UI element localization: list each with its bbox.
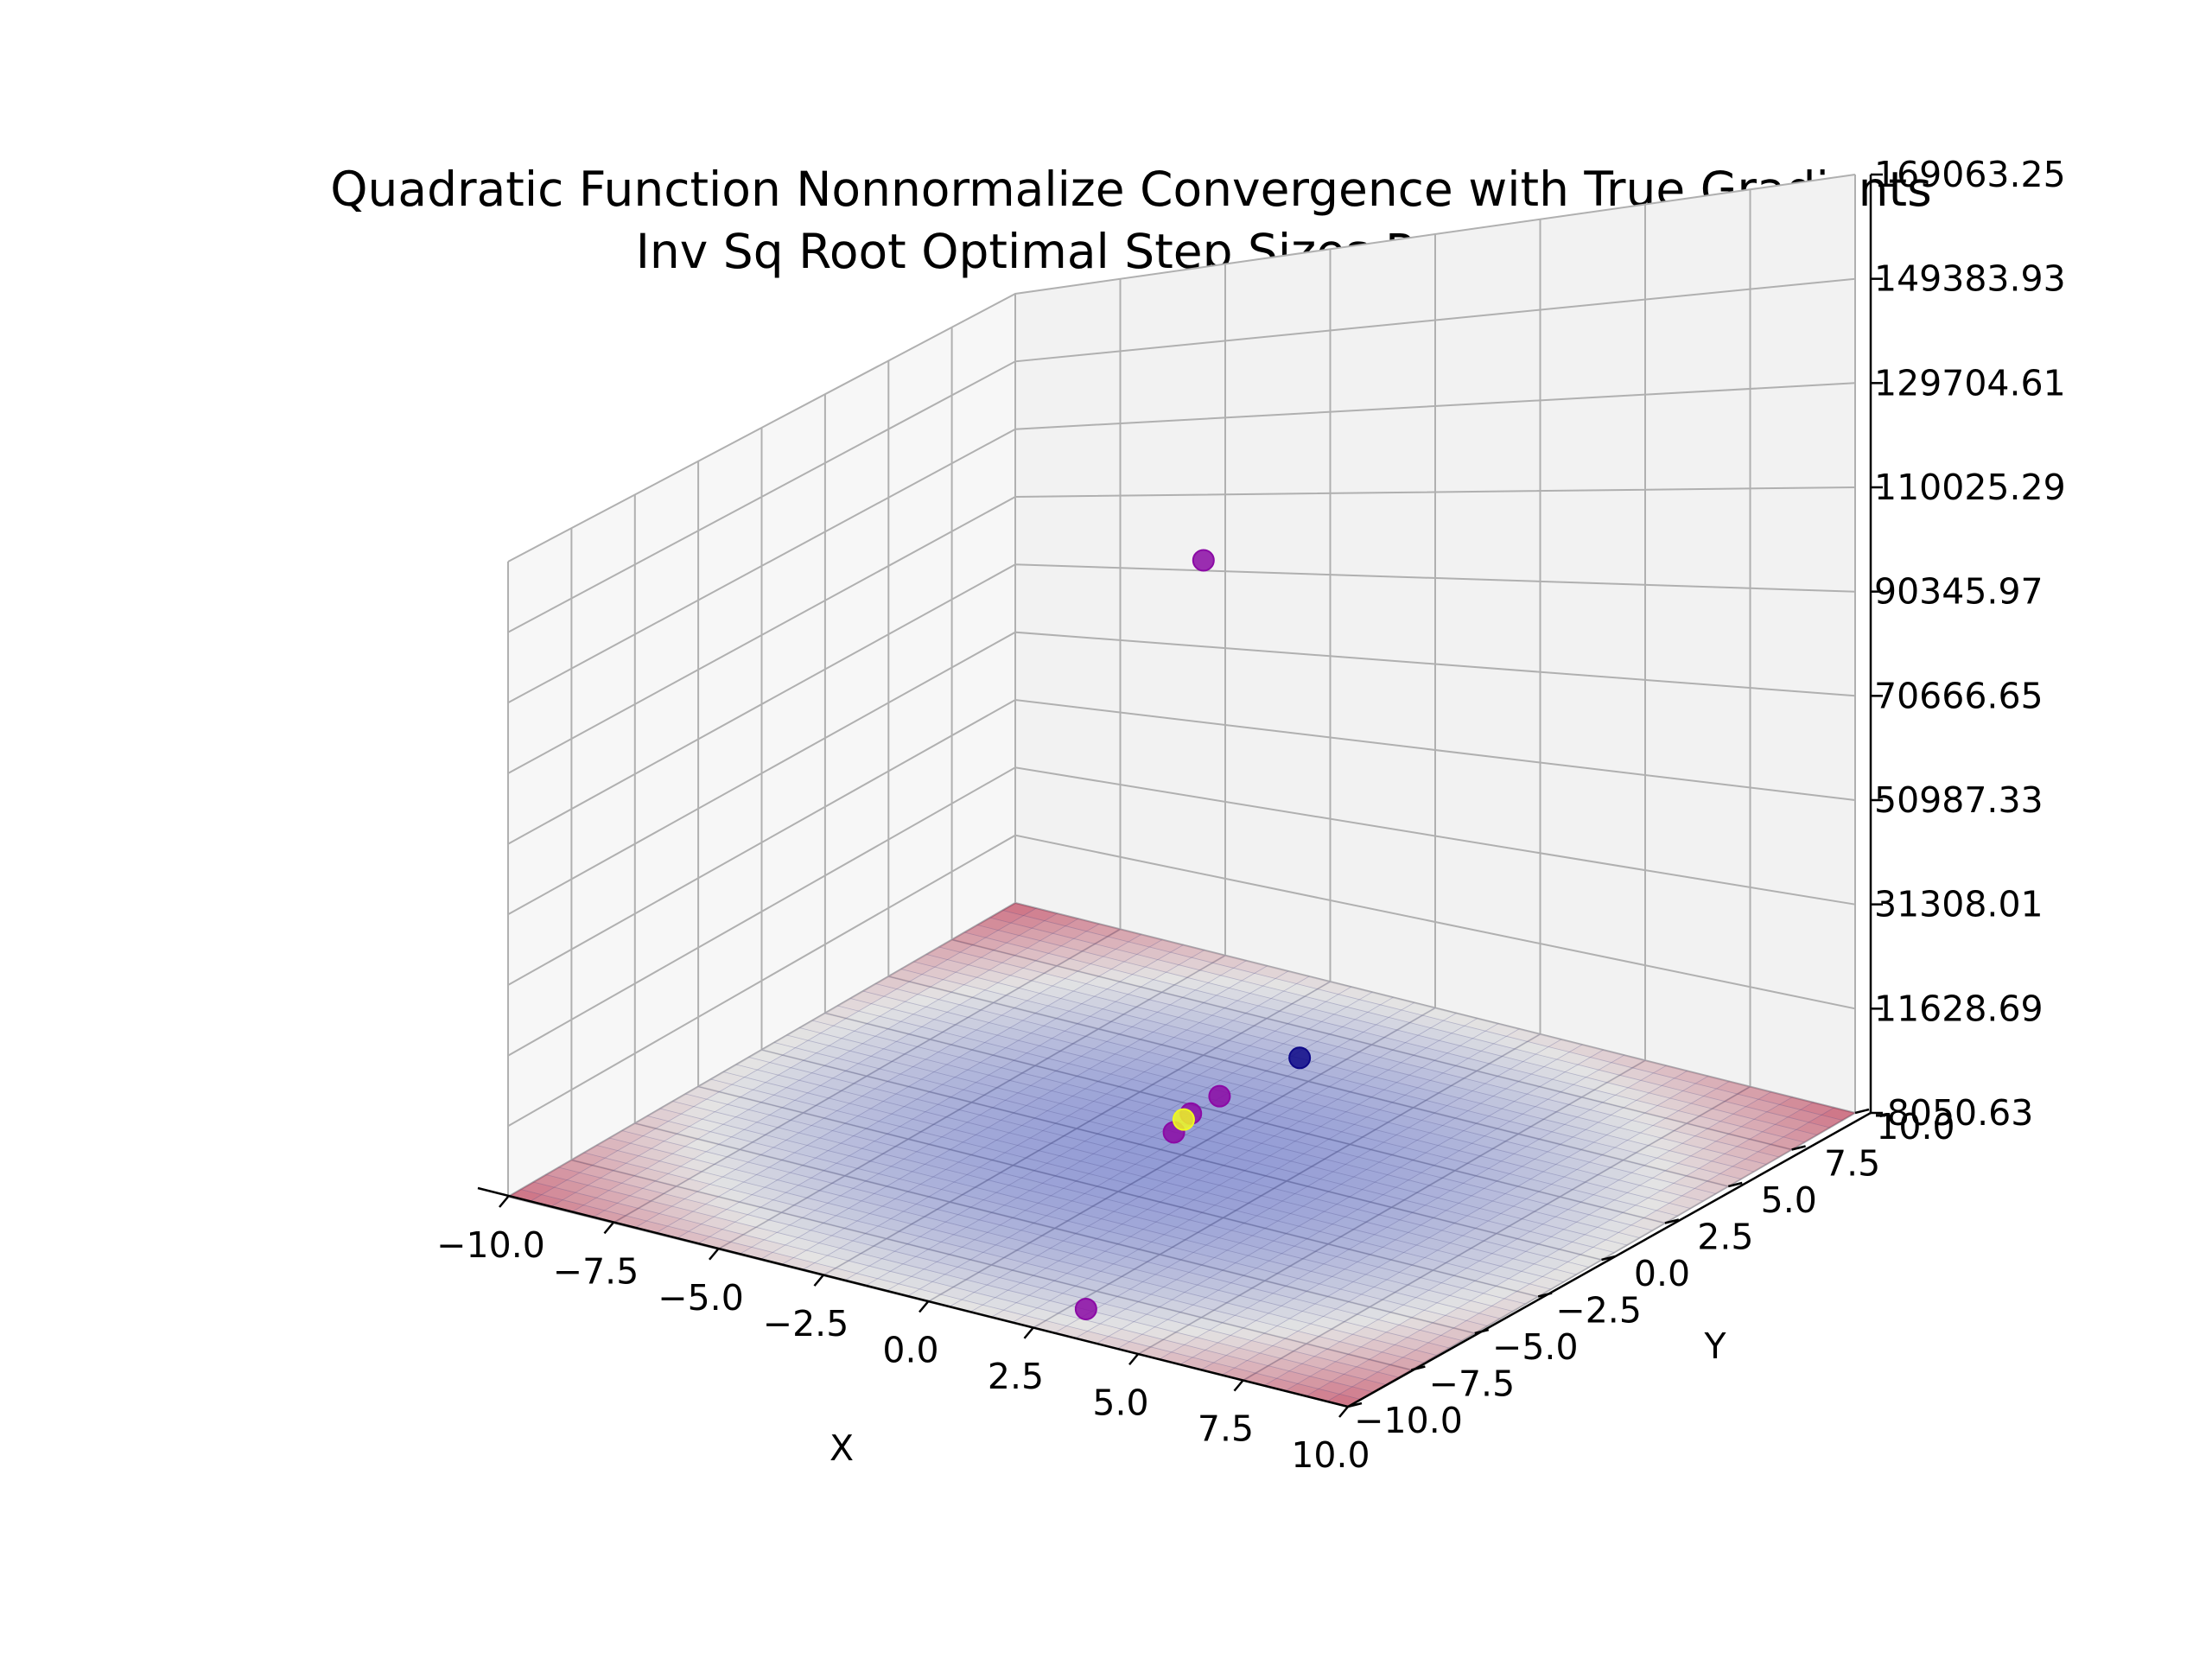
tick-labels: −10.0−7.5−5.0−2.50.02.55.07.510.0−10.0−7…	[436, 154, 2066, 1476]
x-tick-label: −5.0	[658, 1277, 744, 1319]
y-tick-label: −10.0	[1354, 1400, 1463, 1441]
z-tick-label: 169063.25	[1874, 154, 2066, 195]
x-tick-label: −2.5	[763, 1303, 849, 1344]
x-tick-label: 10.0	[1291, 1434, 1370, 1476]
y-tick-mark	[1347, 1402, 1363, 1408]
y-tick-label: 7.5	[1824, 1143, 1880, 1185]
z-tick-label: 11628.69	[1874, 988, 2044, 1029]
x-axis-line	[477, 1186, 1349, 1408]
axis-lines	[477, 175, 1872, 1408]
y-tick-label: −7.5	[1429, 1363, 1516, 1405]
z-tick-label: 90345.97	[1874, 571, 2044, 613]
y-tick-mark	[1727, 1181, 1743, 1188]
x-tick-mark	[1023, 1327, 1034, 1339]
y-tick-mark	[1791, 1145, 1806, 1151]
z-tick-label: 149383.93	[1874, 258, 2066, 300]
x-tick-mark	[918, 1300, 929, 1313]
y-tick-label: 10.0	[1876, 1106, 1955, 1147]
data-point	[1288, 1046, 1312, 1070]
x-tick-label: 2.5	[988, 1356, 1044, 1397]
data-point	[1208, 1084, 1231, 1108]
y-tick-mark	[1411, 1365, 1426, 1371]
x-axis-label: X	[830, 1427, 854, 1469]
y-axis-line	[1347, 1111, 1872, 1408]
y-axis-label: Y	[1703, 1325, 1726, 1367]
y-tick-mark	[1601, 1255, 1616, 1262]
x-tick-mark	[1128, 1353, 1139, 1366]
y-tick-label: −2.5	[1555, 1290, 1642, 1332]
z-tick-label: 129704.61	[1874, 362, 2066, 404]
z-tick-label: 110025.29	[1874, 467, 2066, 508]
data-point	[1192, 549, 1215, 572]
z-tick-label: -8050.63	[1874, 1092, 2033, 1134]
data-point	[1074, 1297, 1097, 1320]
z-tick-label: 31308.01	[1874, 884, 2044, 925]
y-tick-mark	[1537, 1292, 1553, 1298]
z-tick-label: 70666.65	[1874, 675, 2044, 716]
x-tick-mark	[709, 1248, 719, 1261]
x-tick-mark	[603, 1222, 614, 1235]
quadratic-surface	[506, 902, 1857, 1408]
z-tick-label: 50987.33	[1874, 779, 2044, 821]
data-points	[1074, 549, 1312, 1320]
x-tick-label: 5.0	[1092, 1382, 1148, 1423]
y-tick-label: −5.0	[1492, 1326, 1579, 1368]
y-tick-mark	[1474, 1328, 1490, 1335]
x-tick-label: 0.0	[882, 1330, 938, 1371]
x-tick-mark	[1233, 1379, 1244, 1392]
x-tick-label: 7.5	[1198, 1408, 1254, 1450]
y-tick-mark	[1664, 1218, 1680, 1224]
y-tick-label: 5.0	[1761, 1179, 1817, 1221]
x-tick-mark	[1338, 1406, 1349, 1418]
data-point	[1172, 1108, 1195, 1131]
x-tick-label: −7.5	[553, 1250, 639, 1292]
x-tick-mark	[813, 1274, 824, 1287]
y-tick-mark	[1854, 1108, 1870, 1115]
x-tick-label: −10.0	[436, 1224, 545, 1266]
y-tick-label: 0.0	[1634, 1253, 1690, 1294]
y-tick-label: 2.5	[1697, 1217, 1753, 1258]
x-tick-mark	[499, 1196, 509, 1208]
